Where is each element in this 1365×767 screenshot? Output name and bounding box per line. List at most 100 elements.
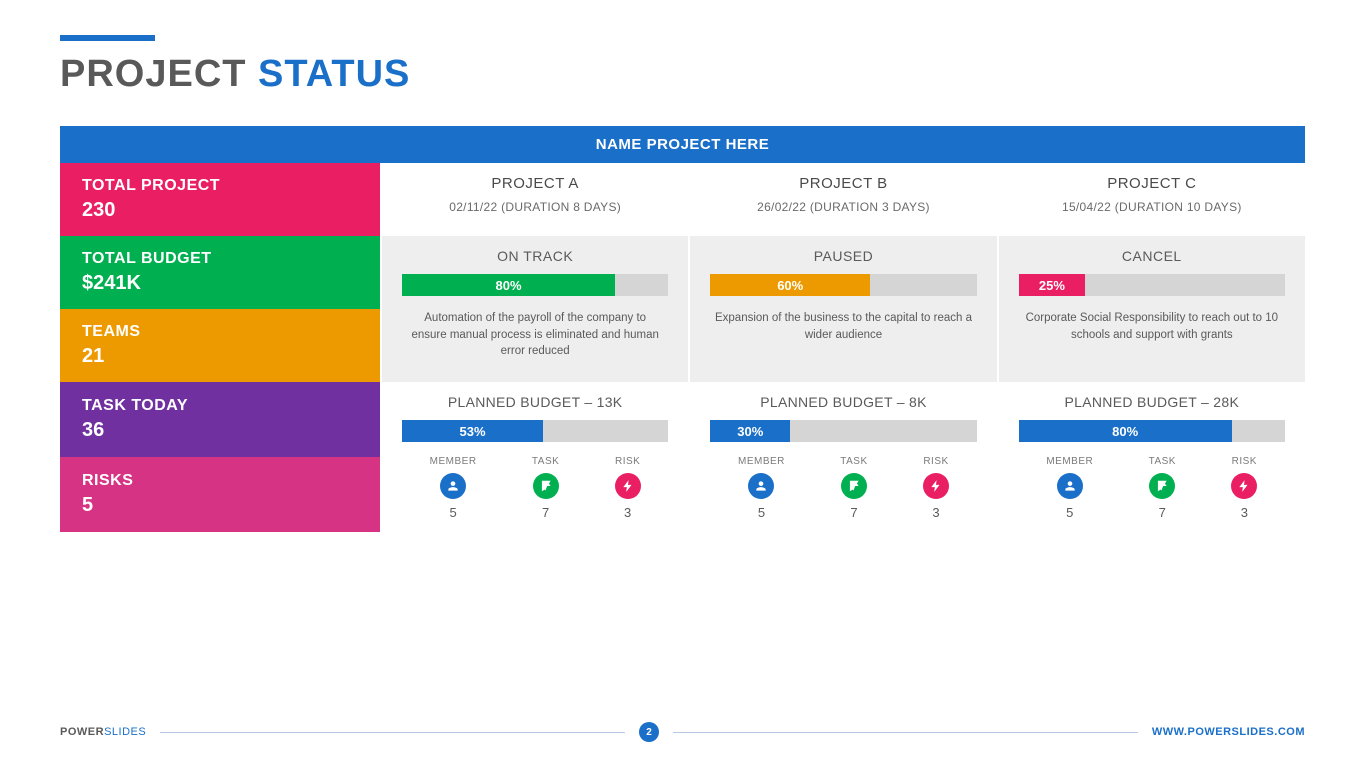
progress-bar-fill: 60% [710, 274, 870, 296]
stat-label: TASK [1149, 456, 1176, 467]
project-date: 15/04/22 (DURATION 10 DAYS) [1019, 200, 1285, 214]
footer-line-right [673, 732, 1138, 733]
project-header-project-a: PROJECT A 02/11/22 (DURATION 8 DAYS) [380, 163, 688, 236]
stat-label: RISK [615, 456, 640, 467]
progress-bar: 80% [1019, 420, 1285, 442]
project-date: 02/11/22 (DURATION 8 DAYS) [402, 200, 668, 214]
member-icon [440, 473, 466, 499]
side-value: 21 [82, 345, 358, 368]
progress-bar-fill: 30% [710, 420, 790, 442]
project-name: PROJECT B [710, 175, 976, 192]
stat-label: RISK [923, 456, 948, 467]
side-label: RISKS [82, 472, 358, 490]
accent-bar [60, 35, 155, 41]
budget-label: PLANNED BUDGET – 13K [402, 394, 668, 410]
stat-value: 3 [932, 505, 939, 520]
stats-row: MEMBER 5 TASK 7 RISK 3 [1019, 456, 1285, 520]
progress-bar: 60% [710, 274, 976, 296]
stat-task: TASK 7 [1149, 456, 1176, 520]
stat-value: 5 [758, 505, 765, 520]
stats-row: MEMBER 5 TASK 7 RISK 3 [402, 456, 668, 520]
title-part1: PROJECT [60, 53, 258, 95]
progress-bar: 30% [710, 420, 976, 442]
project-budget-project-c: PLANNED BUDGET – 28K 80% MEMBER 5 TASK 7… [997, 382, 1305, 532]
stat-label: TASK [532, 456, 559, 467]
stat-label: MEMBER [1046, 456, 1093, 467]
stat-member: MEMBER 5 [1046, 456, 1093, 520]
side-label: TOTAL PROJECT [82, 177, 358, 195]
stat-value: 7 [542, 505, 549, 520]
project-status-project-c: CANCEL 25% Corporate Social Responsibili… [997, 236, 1305, 382]
progress-bar-fill: 25% [1019, 274, 1086, 296]
side-total-project: TOTAL PROJECT 230 [60, 163, 380, 236]
side-value: 36 [82, 419, 358, 442]
project-budget-project-a: PLANNED BUDGET – 13K 53% MEMBER 5 TASK 7… [380, 382, 688, 532]
side-task-today: TASK TODAY 36 [60, 382, 380, 457]
footer-line-left [160, 732, 625, 733]
stats-row: MEMBER 5 TASK 7 RISK 3 [710, 456, 976, 520]
stat-value: 7 [1159, 505, 1166, 520]
dashboard-grid: TOTAL PROJECT 230 PROJECT A 02/11/22 (DU… [60, 163, 1305, 532]
budget-label: PLANNED BUDGET – 8K [710, 394, 976, 410]
stat-value: 3 [1241, 505, 1248, 520]
stat-risk: RISK 3 [1231, 456, 1257, 520]
stat-label: MEMBER [430, 456, 477, 467]
member-icon [748, 473, 774, 499]
footer-brand: POWERSLIDES [60, 726, 146, 738]
status-label: PAUSED [710, 248, 976, 264]
side-value: 230 [82, 199, 358, 222]
project-header: NAME PROJECT HERE [60, 126, 1305, 163]
project-name: PROJECT C [1019, 175, 1285, 192]
member-icon [1057, 473, 1083, 499]
footer-url: WWW.POWERSLIDES.COM [1152, 726, 1305, 738]
stat-task: TASK 7 [532, 456, 559, 520]
stat-label: RISK [1232, 456, 1257, 467]
task-icon [533, 473, 559, 499]
stat-member: MEMBER 5 [430, 456, 477, 520]
risk-icon [615, 473, 641, 499]
page-title: PROJECT STATUS [60, 53, 1305, 96]
page-number-badge: 2 [639, 722, 659, 742]
project-status-project-b: PAUSED 60% Expansion of the business to … [688, 236, 996, 382]
footer: POWERSLIDES 2 WWW.POWERSLIDES.COM [60, 722, 1305, 742]
progress-bar: 80% [402, 274, 668, 296]
stat-risk: RISK 3 [615, 456, 641, 520]
stat-member: MEMBER 5 [738, 456, 785, 520]
project-description: Expansion of the business to the capital… [710, 310, 976, 343]
project-description: Corporate Social Responsibility to reach… [1019, 310, 1285, 343]
side-label: TOTAL BUDGET [82, 250, 358, 268]
side-label: TEAMS [82, 323, 358, 341]
project-header-project-c: PROJECT C 15/04/22 (DURATION 10 DAYS) [997, 163, 1305, 236]
stat-label: TASK [840, 456, 867, 467]
risk-icon [1231, 473, 1257, 499]
risk-icon [923, 473, 949, 499]
progress-bar: 53% [402, 420, 668, 442]
progress-bar-fill: 53% [402, 420, 543, 442]
stat-label: MEMBER [738, 456, 785, 467]
progress-bar-fill: 80% [402, 274, 615, 296]
task-icon [841, 473, 867, 499]
stat-task: TASK 7 [840, 456, 867, 520]
task-icon [1149, 473, 1175, 499]
side-risks: RISKS 5 [60, 457, 380, 532]
stat-value: 5 [450, 505, 457, 520]
stat-risk: RISK 3 [923, 456, 949, 520]
side-total-budget: TOTAL BUDGET $241K [60, 236, 380, 309]
side-value: 5 [82, 494, 358, 517]
status-label: ON TRACK [402, 248, 668, 264]
project-date: 26/02/22 (DURATION 3 DAYS) [710, 200, 976, 214]
project-status-project-a: ON TRACK 80% Automation of the payroll o… [380, 236, 688, 382]
stat-value: 7 [850, 505, 857, 520]
project-description: Automation of the payroll of the company… [402, 310, 668, 360]
project-header-project-b: PROJECT B 26/02/22 (DURATION 3 DAYS) [688, 163, 996, 236]
side-label: TASK TODAY [82, 397, 358, 415]
project-budget-project-b: PLANNED BUDGET – 8K 30% MEMBER 5 TASK 7 … [688, 382, 996, 532]
project-name: PROJECT A [402, 175, 668, 192]
status-label: CANCEL [1019, 248, 1285, 264]
progress-bar-fill: 80% [1019, 420, 1232, 442]
side-teams: TEAMS 21 [60, 309, 380, 382]
budget-label: PLANNED BUDGET – 28K [1019, 394, 1285, 410]
side-value: $241K [82, 272, 358, 295]
progress-bar: 25% [1019, 274, 1285, 296]
stat-value: 5 [1066, 505, 1073, 520]
